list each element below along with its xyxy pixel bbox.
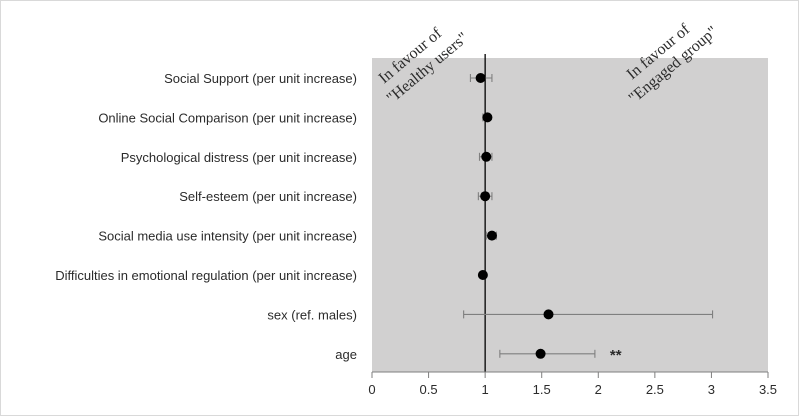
x-tick-label: 1.5 [533, 382, 551, 397]
category-label: age [335, 347, 357, 362]
x-tick-label: 2 [595, 382, 602, 397]
data-point [543, 309, 554, 320]
x-tick-label: 0 [368, 382, 375, 397]
data-point [486, 230, 497, 241]
category-label: Online Social Comparison (per unit incre… [98, 110, 357, 125]
x-tick-label: 1 [482, 382, 489, 397]
category-label: Difficulties in emotional regulation (pe… [55, 268, 357, 283]
x-tick-label: 0.5 [420, 382, 438, 397]
x-tick-label: 3.5 [759, 382, 777, 397]
category-label: sex (ref. males) [267, 307, 357, 322]
category-label: Psychological distress (per unit increas… [121, 150, 357, 165]
data-point [482, 112, 493, 123]
category-label: Social media use intensity (per unit inc… [98, 229, 357, 244]
plot-area [372, 58, 768, 372]
x-tick-label: 3 [708, 382, 715, 397]
data-point [477, 270, 488, 280]
data-point [535, 348, 546, 359]
data-point [475, 73, 486, 83]
significance-label: ** [610, 347, 622, 364]
category-label: Self-esteem (per unit increase) [179, 189, 357, 204]
data-point [481, 151, 492, 162]
data-point [480, 191, 491, 202]
x-tick-label: 2.5 [646, 382, 664, 397]
category-label: Social Support (per unit increase) [164, 71, 357, 86]
